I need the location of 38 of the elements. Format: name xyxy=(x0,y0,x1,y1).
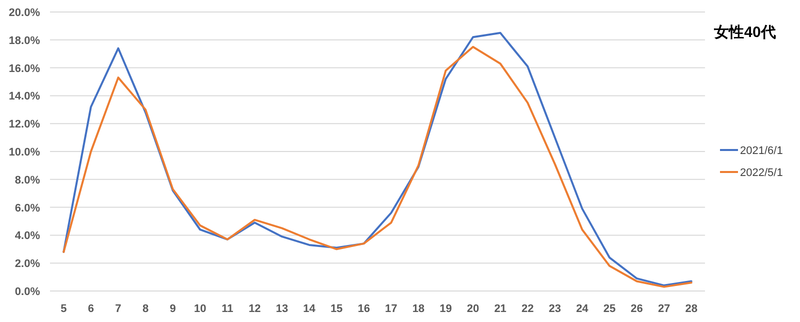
y-tick-label: 4.0% xyxy=(14,230,40,242)
y-tick-label: 6.0% xyxy=(14,202,40,214)
y-tick-label: 14.0% xyxy=(8,90,40,103)
x-tick-label: 28 xyxy=(685,303,698,315)
x-tick-label: 13 xyxy=(276,303,288,315)
x-tick-label: 7 xyxy=(115,303,122,315)
x-tick-label: 14 xyxy=(303,303,316,315)
y-tick-label: 0.0% xyxy=(14,286,40,298)
x-tick-label: 5 xyxy=(60,303,67,315)
x-tick-label: 8 xyxy=(142,303,149,315)
x-tick-label: 20 xyxy=(466,303,480,315)
x-tick-label: 16 xyxy=(358,303,370,315)
legend-label: 2021/6/1 xyxy=(740,145,783,157)
x-tick-label: 6 xyxy=(88,303,94,315)
y-tick-label: 12.0% xyxy=(8,118,40,131)
x-tick-label: 18 xyxy=(412,303,425,315)
x-tick-label: 11 xyxy=(222,303,234,315)
x-tick-label: 23 xyxy=(548,303,562,315)
y-tick-label: 2.0% xyxy=(14,258,40,270)
x-tick-label: 17 xyxy=(385,303,398,315)
y-tick-label: 10.0% xyxy=(8,146,40,158)
x-tick-label: 10 xyxy=(194,303,206,315)
x-tick-label: 15 xyxy=(330,303,343,315)
y-tick-label: 18.0% xyxy=(8,34,40,47)
x-tick-label: 24 xyxy=(576,303,590,315)
x-tick-label: 21 xyxy=(494,303,506,315)
x-tick-label: 9 xyxy=(170,303,176,315)
x-tick-label: 26 xyxy=(630,303,643,315)
x-tick-label: 22 xyxy=(521,303,534,315)
y-tick-label: 20.0% xyxy=(8,7,40,19)
x-tick-label: 19 xyxy=(440,303,452,315)
x-tick-label: 25 xyxy=(603,303,616,315)
x-tick-label: 12 xyxy=(248,303,261,315)
x-tick-label: 27 xyxy=(658,303,670,315)
legend-label: 2022/5/1 xyxy=(740,167,783,179)
text: 女性40代 xyxy=(713,24,776,41)
y-tick-label: 8.0% xyxy=(14,174,40,186)
y-tick-label: 16.0% xyxy=(8,62,40,75)
